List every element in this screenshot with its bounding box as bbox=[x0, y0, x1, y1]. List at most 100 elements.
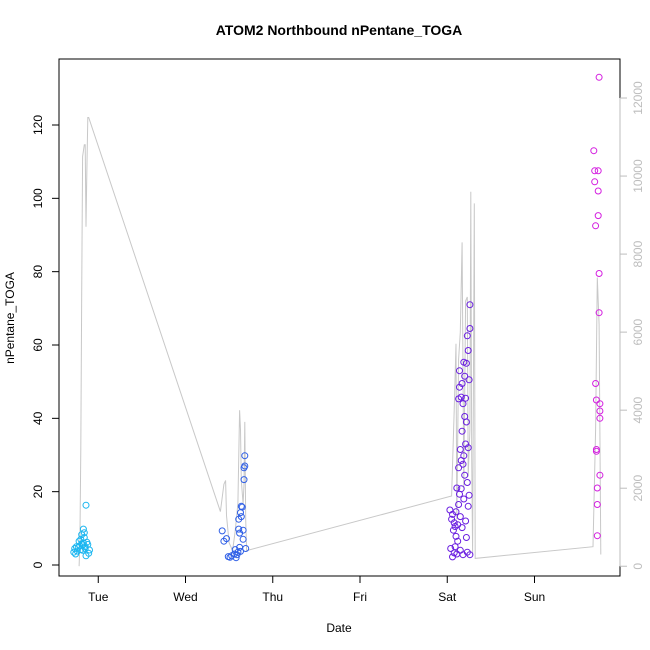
data-point bbox=[594, 187, 602, 195]
data-point bbox=[80, 529, 88, 537]
data-point bbox=[241, 452, 249, 460]
data-point bbox=[450, 519, 458, 527]
data-point bbox=[464, 347, 472, 354]
x-tick-label: Fri bbox=[353, 590, 367, 604]
data-point bbox=[456, 546, 464, 554]
right-y-tick-label: 6000 bbox=[631, 318, 645, 345]
data-point bbox=[223, 535, 230, 543]
data-point bbox=[462, 517, 470, 525]
right-y-tick-label: 0 bbox=[631, 563, 645, 570]
chart-title: ATOM2 Northbound nPentane_TOGA bbox=[216, 22, 463, 38]
line-series bbox=[78, 117, 602, 567]
data-point bbox=[592, 447, 600, 455]
data-point bbox=[452, 532, 460, 540]
data-point bbox=[595, 309, 603, 317]
y-tick-label: 60 bbox=[31, 338, 45, 352]
data-point bbox=[595, 73, 603, 81]
data-point bbox=[79, 525, 87, 533]
x-tick-label: Tue bbox=[88, 590, 109, 604]
right-y-axis: 0 2000 4000 6000 8000 10000 12000 bbox=[619, 81, 645, 570]
data-point bbox=[237, 513, 245, 521]
data-point bbox=[86, 546, 93, 554]
data-point bbox=[465, 376, 473, 384]
data-point bbox=[239, 526, 247, 534]
data-point bbox=[596, 414, 604, 422]
data-point bbox=[465, 491, 473, 499]
data-point bbox=[462, 394, 470, 402]
y-axis: 0 20 40 60 80 100 120 bbox=[31, 115, 60, 568]
data-point bbox=[451, 543, 459, 551]
data-point bbox=[454, 537, 462, 545]
y-tick-label: 80 bbox=[31, 265, 45, 279]
data-point bbox=[594, 167, 602, 175]
x-tick-label: Wed bbox=[173, 590, 197, 604]
data-point bbox=[452, 508, 460, 516]
data-point bbox=[464, 444, 472, 452]
data-point bbox=[455, 501, 463, 508]
data-point bbox=[593, 484, 601, 492]
x-axis: Tue Wed Thu Fri Sat Sun bbox=[88, 575, 545, 604]
data-point bbox=[591, 178, 599, 186]
data-point bbox=[463, 332, 471, 340]
right-y-tick-label: 2000 bbox=[631, 475, 645, 502]
right-y-tick-label: 4000 bbox=[631, 396, 645, 423]
data-point bbox=[462, 359, 470, 367]
data-point bbox=[447, 545, 455, 552]
data-point bbox=[466, 551, 474, 559]
data-point bbox=[455, 464, 463, 472]
data-point bbox=[238, 503, 246, 511]
data-point bbox=[459, 460, 467, 468]
data-point bbox=[70, 548, 78, 556]
plot-frame bbox=[58, 58, 621, 577]
data-point bbox=[595, 270, 603, 277]
data-point bbox=[242, 545, 250, 552]
data-point bbox=[237, 547, 244, 555]
data-point bbox=[459, 400, 467, 408]
data-point bbox=[457, 485, 465, 493]
y-tick-label: 100 bbox=[31, 188, 45, 208]
data-point bbox=[456, 446, 464, 453]
data-point bbox=[458, 524, 466, 532]
y-tick-label: 20 bbox=[31, 485, 45, 499]
data-point bbox=[592, 222, 600, 230]
right-y-tick-label: 10000 bbox=[631, 159, 645, 193]
data-point bbox=[464, 502, 472, 510]
data-point bbox=[596, 400, 604, 408]
y-axis-label: nPentane_TOGA bbox=[3, 272, 17, 364]
data-point bbox=[239, 535, 247, 543]
x-tick-label: Thu bbox=[262, 590, 283, 604]
data-point bbox=[457, 393, 465, 401]
data-point bbox=[592, 380, 600, 387]
data-point bbox=[466, 325, 474, 332]
x-tick-label: Sun bbox=[524, 590, 545, 604]
data-point bbox=[461, 471, 469, 479]
data-point bbox=[82, 501, 90, 509]
data-point bbox=[456, 367, 463, 375]
data-point bbox=[462, 534, 470, 541]
data-point bbox=[460, 495, 468, 503]
data-point bbox=[593, 501, 601, 508]
data-point bbox=[466, 301, 474, 309]
data-point bbox=[596, 407, 604, 415]
data-point bbox=[593, 532, 601, 540]
data-point bbox=[463, 479, 471, 486]
y-tick-label: 40 bbox=[31, 411, 45, 425]
data-point bbox=[241, 462, 249, 470]
data-point bbox=[460, 452, 468, 460]
points-layer bbox=[70, 73, 604, 562]
data-point bbox=[85, 549, 93, 557]
data-point bbox=[237, 502, 245, 510]
right-y-tick-label: 12000 bbox=[631, 81, 645, 115]
data-point bbox=[590, 147, 598, 155]
data-point bbox=[462, 418, 470, 426]
data-point bbox=[458, 427, 466, 435]
x-axis-label: Date bbox=[326, 621, 352, 635]
x-tick-label: Sat bbox=[438, 590, 457, 604]
data-point bbox=[240, 476, 248, 484]
right-y-tick-label: 8000 bbox=[631, 240, 645, 267]
data-point bbox=[594, 212, 602, 220]
data-point bbox=[449, 526, 457, 534]
data-point bbox=[461, 372, 469, 380]
data-point bbox=[592, 396, 600, 404]
